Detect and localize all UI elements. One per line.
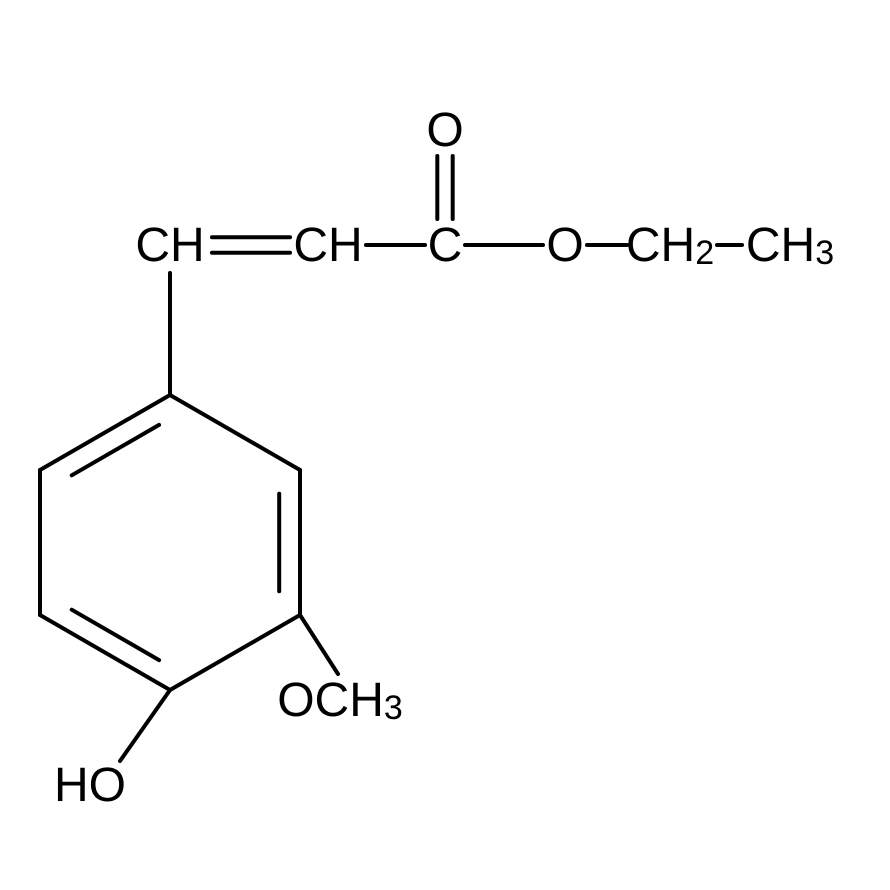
svg-text:CH: CH: [293, 219, 362, 272]
labels-layer: O C CH CH O CH2 CH3 OCH3 HO: [54, 104, 834, 812]
svg-text:O: O: [546, 219, 583, 272]
svg-text:O: O: [426, 104, 463, 157]
svg-text:CH2: CH2: [626, 219, 714, 273]
svg-text:CH3: CH3: [746, 219, 834, 273]
svg-text:CH: CH: [135, 219, 204, 272]
svg-text:HO: HO: [54, 759, 126, 812]
svg-text:OCH3: OCH3: [277, 674, 403, 728]
chemical-structure-svg: O C CH CH O CH2 CH3 OCH3 HO: [0, 0, 890, 890]
svg-text:C: C: [428, 219, 463, 272]
